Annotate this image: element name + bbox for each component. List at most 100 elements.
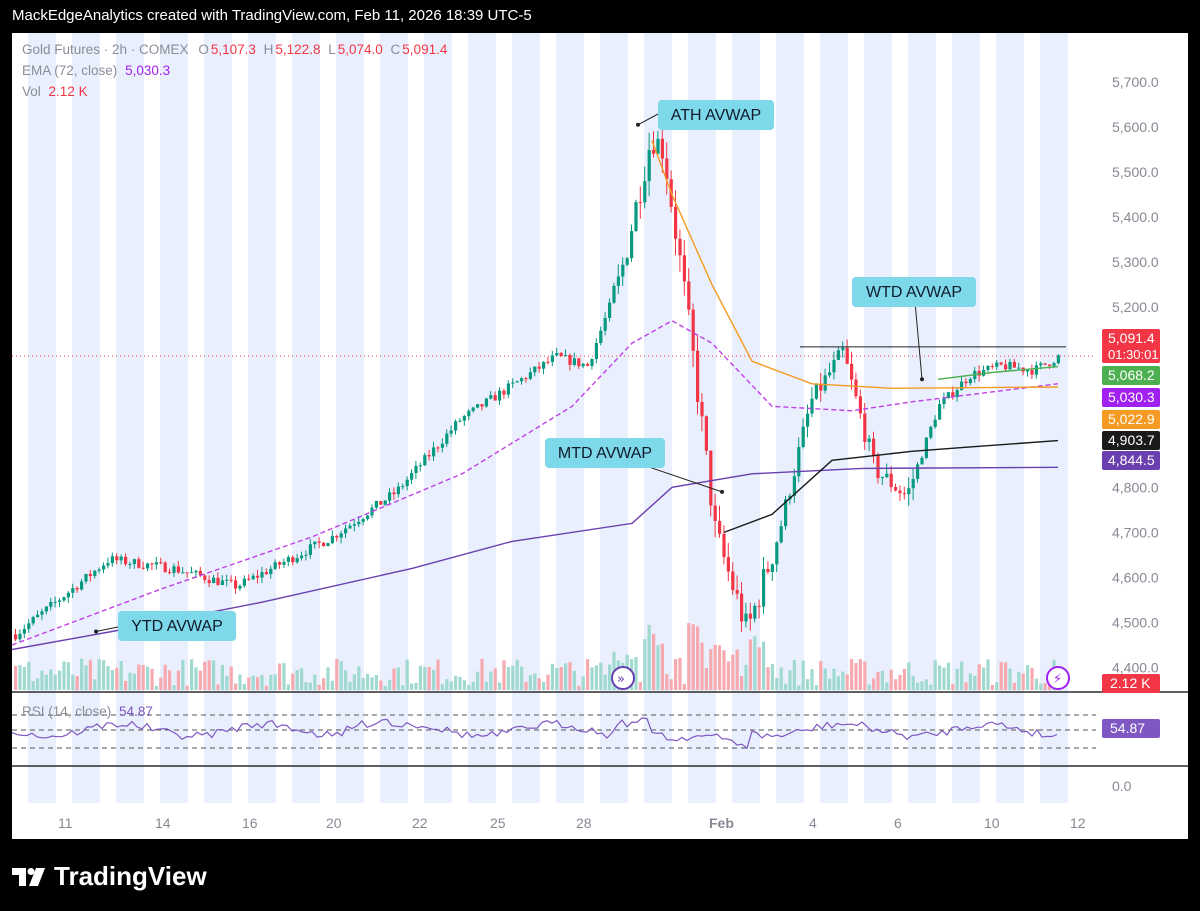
volume-bar (643, 639, 647, 690)
volume-bar (383, 685, 387, 690)
candle-body (964, 381, 968, 384)
tradingview-brand: TradingView (12, 861, 207, 892)
ema-72-label: 5,030.3 (1108, 389, 1155, 405)
candle-body (625, 258, 629, 265)
volume-bar (687, 623, 691, 690)
candle-body (828, 372, 832, 376)
volume-bar (911, 676, 915, 690)
candle-body (665, 158, 669, 180)
volume-bar (832, 668, 836, 690)
candle-body (726, 557, 730, 572)
candle-body (621, 264, 625, 277)
volume-bar (168, 670, 172, 690)
candle-body (366, 515, 370, 520)
candle-body (44, 606, 48, 612)
volume-bar (718, 645, 722, 690)
candle-body (330, 535, 334, 544)
candle-body (308, 544, 312, 555)
price-tick-label: 5,500.0 (1112, 164, 1159, 180)
candle-body (555, 352, 559, 356)
candle-body (704, 416, 708, 451)
volume-bar (968, 673, 972, 690)
volume-bar (515, 659, 519, 690)
volume-bar (273, 674, 277, 690)
volume-bar (220, 664, 224, 690)
candle-body (273, 562, 277, 569)
candle-body (784, 499, 788, 527)
candle-body (493, 395, 497, 401)
volume-bar (744, 664, 748, 690)
volume-bar (559, 667, 563, 690)
volume-bar (929, 684, 933, 690)
candle-body (458, 420, 462, 422)
candle-body (850, 363, 854, 380)
volume-bar (572, 670, 576, 690)
price-tick-label: 4,600.0 (1112, 569, 1159, 585)
candle-body (691, 309, 695, 351)
candle-body (845, 347, 849, 364)
candle-body (256, 575, 260, 578)
volume-bar (964, 682, 968, 690)
candle-body (823, 375, 827, 391)
countdown-label: 01:30:01 (1108, 347, 1159, 362)
candle-body (581, 363, 585, 367)
candle-body (480, 404, 484, 407)
candle-body (124, 556, 128, 565)
volume-bar (440, 684, 444, 690)
time-tick-label: 12 (1070, 815, 1086, 831)
candle-body (1056, 355, 1060, 364)
volume-bar (735, 649, 739, 690)
volume-bar (84, 665, 88, 690)
price-tick-label: 5,400.0 (1112, 209, 1159, 225)
volume-bar (14, 665, 18, 690)
candle-body (819, 383, 823, 391)
ytd-avwap-label-anchor (94, 629, 98, 634)
volume-bar (634, 656, 638, 690)
volume-bar (203, 661, 207, 690)
volume-bar (542, 681, 546, 690)
volume-bar (80, 658, 84, 690)
candle-body (476, 404, 480, 408)
candle-body (894, 487, 898, 491)
candle-body (907, 488, 911, 495)
candle-body (427, 455, 431, 457)
volume-bar (493, 668, 497, 690)
candle-body (744, 613, 748, 622)
legend-ohlc: Gold Futures · 2h · COMEX O 5,107.3 H 5,12… (22, 42, 447, 57)
candle-body (132, 559, 136, 564)
ath-avwap-label: ATH AVWAP (671, 107, 761, 124)
candle-body (955, 390, 959, 397)
candle-body (234, 580, 238, 589)
volume-bar (212, 660, 216, 690)
candle-body (564, 355, 568, 357)
volume-bar (335, 658, 339, 690)
ath-avwap-label-box (658, 100, 774, 130)
volume-bar (581, 676, 585, 690)
volume-bar (823, 668, 827, 690)
candle-body (682, 255, 686, 282)
volume-bar (792, 660, 796, 690)
ema-72-line (12, 319, 1059, 646)
legend-vol-label: Vol (22, 84, 41, 99)
candle-body (168, 572, 172, 574)
candle-body (660, 138, 664, 159)
candle-body (203, 575, 207, 581)
candle-body (674, 206, 678, 239)
volume-bar (467, 685, 471, 690)
volume-bar (1034, 678, 1038, 690)
candle-body (709, 450, 713, 506)
volume-bar (379, 680, 383, 690)
volume-bar (62, 661, 66, 690)
candle-body (75, 588, 79, 590)
volume-bar (176, 670, 180, 690)
wtd-avwap-label: WTD AVWAP (866, 284, 962, 301)
volume-bar (247, 677, 251, 690)
candle-body (102, 565, 106, 570)
volume-bar (713, 644, 717, 690)
price-tick-label: 4,400.0 (1112, 659, 1159, 675)
chart-frame[interactable]: ATH AVWAP MTD AVWAP WTD AVWAP YTD AVWAP » ⚡ 5… (12, 33, 1188, 839)
candlestick-chart[interactable]: ATH AVWAP MTD AVWAP WTD AVWAP YTD AVWAP » ⚡ 5… (12, 33, 1188, 839)
candle-body (264, 572, 268, 575)
mtd-avwap-line (723, 439, 1059, 534)
candle-body (590, 358, 594, 366)
